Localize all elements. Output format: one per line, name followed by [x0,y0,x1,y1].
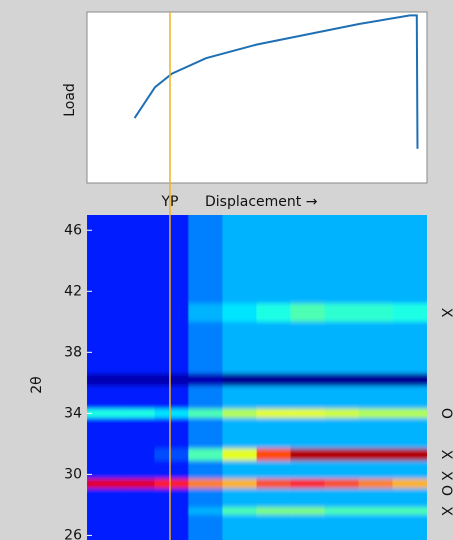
peak-cell [188,373,224,386]
heat-cell [87,215,122,540]
peak-cell [87,507,122,515]
peak-cell [188,478,224,489]
peak-cell [324,408,360,418]
peak-cell [358,408,394,418]
peak-cell [222,448,258,461]
peak-cell [358,478,394,489]
peak-cell [256,408,292,418]
peak-cell [256,448,292,461]
peak-cell [324,507,360,515]
peak-cell [358,303,394,322]
y-tick-label: 42 [64,283,82,299]
peak-cell [392,408,427,418]
y-tick-label: 46 [64,222,82,238]
heat-cell [358,215,394,540]
peak-cell [87,373,122,386]
heat-cell [188,215,224,540]
peak-cell [392,478,427,489]
peak-cell [222,303,258,322]
heat-cell [290,215,326,540]
peak-cell [324,478,360,489]
peak-cell [154,303,190,322]
heat-cell [154,215,190,540]
peak-cell [188,303,224,322]
peak-cell [324,448,360,461]
peak-cell [222,507,258,515]
peak-cell [290,507,326,515]
peak-cell [324,373,360,386]
heat-cell [324,215,360,540]
heat-cell [392,215,427,540]
peak-cell [154,507,190,515]
y-tick-label: 34 [64,405,82,421]
peak-cell [188,408,224,418]
x-axis-label: Displacement → [205,194,318,210]
peak-cell [256,507,292,515]
peak-cell [358,373,394,386]
peak-cell [120,303,156,322]
peak-cell [154,478,190,489]
peak-cell [120,507,156,515]
y-tick-label: 30 [64,466,82,482]
phase-label: X [438,506,454,516]
peak-cell [256,373,292,386]
heatmap [87,215,427,540]
y-tick-label: 26 [64,527,82,540]
peak-cell [154,373,190,386]
peak-cell [188,507,224,515]
peak-cell [256,478,292,489]
peak-cell [222,373,258,386]
peak-cell [290,373,326,386]
peak-cell [222,408,258,418]
phase-label: O [438,408,454,419]
peak-cell [87,303,122,322]
peak-cell [358,507,394,515]
peak-cell [120,478,156,489]
peak-cell [290,303,326,322]
peak-cell [87,448,122,461]
peak-cell [87,408,122,418]
peak-cell [290,448,326,461]
peak-cell [188,448,224,461]
y-tick-label: 38 [64,344,82,360]
heat-cell [222,215,258,540]
peak-cell [392,373,427,386]
y-axis-label: 2θ [29,376,45,393]
heat-cell [256,215,292,540]
peak-cell [392,507,427,515]
peak-cell [358,448,394,461]
load-curve [133,14,419,149]
peak-cell [392,303,427,322]
peak-cell [290,408,326,418]
peak-cell [87,478,122,489]
peak-cell [154,408,190,418]
plot-area [86,11,428,184]
phase-label: X O [438,471,454,496]
peak-cell [392,448,427,461]
peak-cell [290,478,326,489]
peak-cell [324,303,360,322]
peak-cell [154,448,190,461]
phase-label: X [438,450,454,460]
peak-cell [222,478,258,489]
peak-cell [120,408,156,418]
peak-cell [256,303,292,322]
peak-cell [120,448,156,461]
y-axis-label: Load [62,83,78,117]
heatmap-cells [87,215,427,540]
heat-cell [120,215,156,540]
peak-cell [120,373,156,386]
phase-label: X [438,308,454,318]
